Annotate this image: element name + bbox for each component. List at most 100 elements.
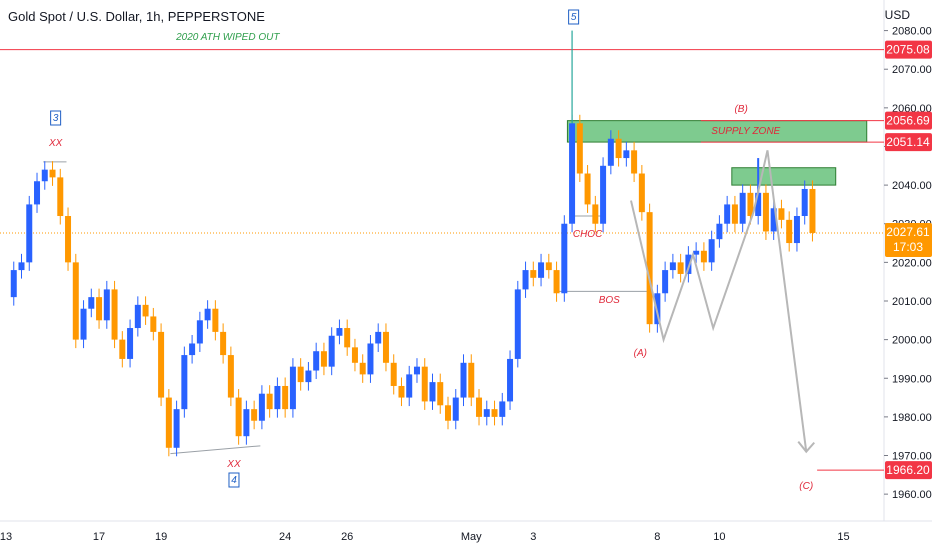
candle-body	[266, 393, 273, 410]
countdown-label: 17:03	[893, 240, 923, 254]
candle-body	[778, 208, 785, 220]
candle-body	[429, 382, 436, 402]
candle-body	[212, 308, 219, 332]
candle-body	[165, 397, 172, 448]
candle-body	[491, 409, 498, 417]
projection-path	[630, 150, 808, 452]
candle-body	[538, 262, 545, 278]
candle-body	[662, 270, 669, 294]
candle-body	[739, 192, 746, 224]
price-tag	[885, 222, 932, 257]
candle-body	[367, 343, 374, 375]
candle-body	[150, 316, 157, 332]
symbol-title: Gold Spot / U.S. Dollar, 1h, PEPPERSTONE	[8, 9, 265, 24]
candle-body	[437, 382, 444, 406]
candle-body	[499, 401, 506, 417]
x-tick-label: 10	[713, 531, 725, 543]
candle-body	[685, 254, 692, 274]
candle-body	[476, 397, 483, 417]
candle-body	[134, 304, 141, 329]
candle-body	[406, 374, 413, 398]
candle-body	[274, 385, 281, 410]
candle-body	[359, 362, 366, 375]
candle-body	[49, 169, 56, 178]
candle-body	[747, 192, 754, 217]
candle-body	[631, 150, 638, 174]
y-tick-label: 1990.00	[892, 373, 932, 385]
candle-body	[382, 331, 389, 363]
price-tag-label: 2075.08	[886, 43, 930, 57]
chart-annotation: XX	[226, 459, 241, 470]
chart-annotation: 4	[231, 475, 237, 486]
candle-body	[41, 169, 48, 182]
y-tick-label: 1980.00	[892, 412, 932, 424]
candle-body	[289, 366, 296, 410]
y-tick-label: 2020.00	[892, 257, 932, 269]
candle-body	[809, 188, 816, 233]
candle-body	[398, 385, 405, 398]
price-tag-label: 2051.14	[886, 135, 930, 149]
candle-body	[375, 331, 382, 344]
price-tag-label: 2056.69	[886, 114, 930, 128]
chart-annotation: 5	[571, 12, 577, 23]
candle-body	[80, 308, 87, 340]
candle-body	[615, 138, 622, 159]
chart-annotation: (C)	[799, 481, 813, 492]
price-tag-label: 2027.61	[886, 225, 930, 239]
currency-label: USD	[884, 8, 910, 22]
y-tick-label: 1960.00	[892, 489, 932, 501]
candle-body	[65, 216, 72, 263]
candle-body	[584, 173, 591, 205]
x-tick-label: 3	[530, 531, 536, 543]
candle-body	[677, 262, 684, 274]
candle-body	[561, 223, 568, 294]
price-tag	[885, 461, 932, 480]
candle-body	[700, 250, 707, 263]
candle-body	[731, 204, 738, 224]
candle-body	[72, 262, 79, 340]
candle-body	[468, 362, 475, 398]
candle-body	[351, 347, 358, 363]
candle-body	[181, 355, 188, 410]
candle-body	[801, 188, 808, 217]
candle-body	[305, 370, 312, 383]
candle-body	[196, 320, 203, 344]
candle-body	[724, 204, 731, 224]
chart-annotation: 2020 ATH WIPED OUT	[175, 32, 280, 43]
candle-body	[770, 208, 777, 232]
x-tick-label: May	[461, 531, 482, 543]
chart-annotation: (A)	[634, 348, 647, 359]
candle-body	[530, 270, 537, 278]
candle-body	[786, 219, 793, 244]
chart-annotation: (B)	[734, 104, 747, 115]
candle-body	[460, 362, 467, 398]
candle-body	[793, 216, 800, 244]
candle-body	[173, 409, 180, 448]
candle-body	[158, 331, 165, 398]
candle-body	[251, 409, 258, 421]
price-tag-label: 1966.20	[886, 463, 930, 477]
x-tick-label: 8	[654, 531, 660, 543]
x-tick-label: 24	[279, 531, 291, 543]
candle-body	[646, 212, 653, 325]
x-tick-label: 13	[0, 531, 12, 543]
candle-body	[708, 239, 715, 263]
candle-body	[220, 331, 227, 356]
candle-body	[600, 165, 607, 224]
chart-annotation: CHOC	[573, 229, 603, 240]
candle-body	[258, 393, 265, 421]
y-tick-label: 2010.00	[892, 296, 932, 308]
candle-body	[421, 366, 428, 402]
x-tick-label: 26	[341, 531, 353, 543]
candle-body	[111, 289, 118, 340]
chart-annotation: SUPPLY ZONE	[711, 126, 780, 137]
price-tag	[885, 133, 932, 152]
x-tick-label: 15	[837, 531, 849, 543]
x-tick-label: 19	[155, 531, 167, 543]
candle-body	[576, 123, 583, 174]
candle-body	[142, 304, 149, 317]
candle-body	[297, 366, 304, 383]
candle-body	[623, 150, 630, 159]
y-tick-label: 2080.00	[892, 26, 932, 38]
